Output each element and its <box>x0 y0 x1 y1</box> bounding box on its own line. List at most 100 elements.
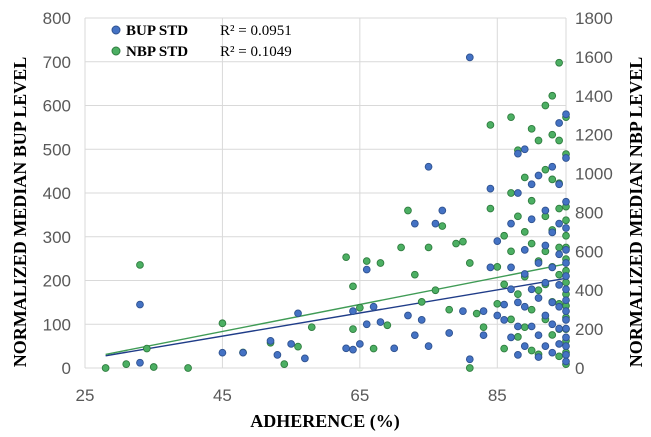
bup-point <box>417 316 426 324</box>
nbp-point <box>431 286 440 295</box>
bup-point <box>520 302 529 311</box>
x-axis-title: ADHERENCE (%) <box>250 411 400 432</box>
bup-point <box>527 180 536 189</box>
y2-tick-label: 1600 <box>575 48 613 67</box>
bup-point <box>507 285 515 294</box>
bup-point <box>459 307 467 315</box>
nbp-point <box>369 344 378 353</box>
bup-point <box>520 246 529 254</box>
y2-tick-label: 1800 <box>575 9 613 28</box>
x-tick-label: 45 <box>213 386 232 405</box>
nbp-point <box>397 243 405 252</box>
y2-tick-label: 0 <box>575 359 584 378</box>
bup-point <box>520 270 529 278</box>
nbp-point <box>500 344 509 353</box>
nbp-point <box>562 231 570 240</box>
nbp-point <box>555 58 563 67</box>
bup-point <box>562 307 570 315</box>
bup-point <box>548 162 557 171</box>
nbp-point <box>472 309 481 318</box>
bup-point <box>294 309 302 318</box>
legend-label-bup: BUP STD <box>126 23 188 39</box>
bup-point <box>562 246 570 254</box>
bup-point <box>486 263 495 272</box>
bup-point <box>410 331 419 340</box>
nbp-point <box>562 278 570 287</box>
nbp-point <box>527 196 536 205</box>
nbp-point <box>438 222 447 230</box>
bup-point <box>136 358 144 367</box>
bup-point <box>534 294 543 302</box>
bup-point <box>548 320 557 329</box>
nbp-point <box>404 206 412 215</box>
bup-point <box>541 241 550 250</box>
bup-point <box>438 206 447 215</box>
x-tick-label: 65 <box>350 386 369 405</box>
bup-point <box>514 322 522 331</box>
bup-point <box>136 300 144 309</box>
bup-point <box>376 318 385 326</box>
nbp-point <box>527 346 536 355</box>
nbp-point <box>349 325 357 333</box>
y-tick-label: 200 <box>43 272 71 291</box>
bup-point <box>548 263 557 272</box>
nbp-point <box>122 360 131 368</box>
nbp-point <box>500 231 509 240</box>
bup-point <box>349 307 357 315</box>
nbp-point <box>514 212 522 221</box>
bup-point <box>514 149 522 158</box>
bup-point <box>514 351 522 359</box>
nbp-point <box>465 364 474 372</box>
bup-point <box>465 53 474 62</box>
bup-point <box>548 228 557 237</box>
bup-point <box>562 259 570 267</box>
y2-tick-label: 600 <box>575 242 603 261</box>
bup-point <box>218 348 227 357</box>
y2-tick-label: 1400 <box>575 87 613 106</box>
bup-point <box>349 345 357 354</box>
nbp-point <box>383 321 392 330</box>
bup-point <box>534 259 543 267</box>
nbp-point <box>362 257 371 265</box>
y2-tick-label: 800 <box>575 203 603 222</box>
nbp-point <box>218 319 227 328</box>
nbp-point <box>307 323 316 332</box>
r2-label-nbp: R² = 0.1049 <box>220 44 292 60</box>
bup-point <box>562 110 570 119</box>
bup-point <box>555 340 563 348</box>
bup-point <box>445 329 454 337</box>
legend-label-nbp: NBP STD <box>126 44 188 60</box>
nbp-point <box>459 237 467 246</box>
nbp-point <box>534 286 543 295</box>
bup-point <box>507 333 515 342</box>
bup-point <box>390 344 399 353</box>
bup-point <box>287 340 295 348</box>
legend-marker-nbp <box>111 46 121 56</box>
bup-point <box>548 348 557 357</box>
bup-point <box>507 219 515 228</box>
bup-point <box>562 224 570 232</box>
bup-point <box>404 311 412 320</box>
nbp-point <box>562 216 570 225</box>
bup-point <box>356 340 364 348</box>
nbp-point <box>410 270 419 279</box>
bup-point <box>520 342 529 350</box>
y2-tick-label: 1000 <box>575 165 613 184</box>
nbp-point <box>534 136 543 145</box>
nbp-point <box>417 298 426 306</box>
bup-point <box>562 272 570 280</box>
nbp-point <box>520 173 529 182</box>
nbp-point <box>445 305 454 314</box>
nbp-trendline <box>105 263 567 356</box>
bup-point <box>562 357 570 366</box>
bup-point <box>562 197 570 206</box>
bup-point <box>369 302 378 311</box>
x-tick-label: 25 <box>76 386 95 405</box>
bup-point <box>362 320 371 329</box>
nbp-point <box>548 91 557 100</box>
r2-label-bup: R² = 0.0951 <box>220 23 292 39</box>
x-tick-label: 85 <box>488 386 507 405</box>
bup-point <box>541 342 550 350</box>
nbp-point <box>479 323 488 332</box>
nbp-point <box>507 113 515 122</box>
